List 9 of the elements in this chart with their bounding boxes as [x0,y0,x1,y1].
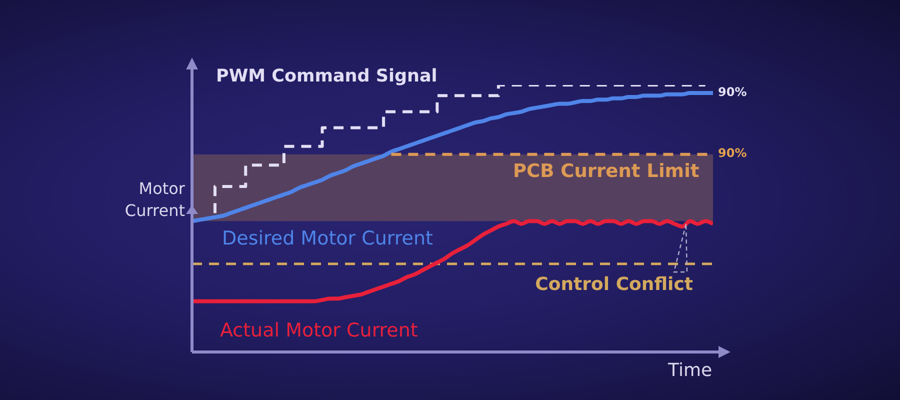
x-axis-title: Time [668,360,712,382]
text: 90% [718,146,747,160]
series-label: Desired Motor Current [222,228,433,250]
y-axis-title: Motor Current [124,179,185,220]
series-label: Actual Motor Current [220,320,418,342]
series-label: PCB Current Limit [513,160,700,182]
ref-line-label: Control Conflict [535,274,693,296]
series-label: PWM Command Signal [216,66,438,86]
text: 90% [718,84,747,99]
